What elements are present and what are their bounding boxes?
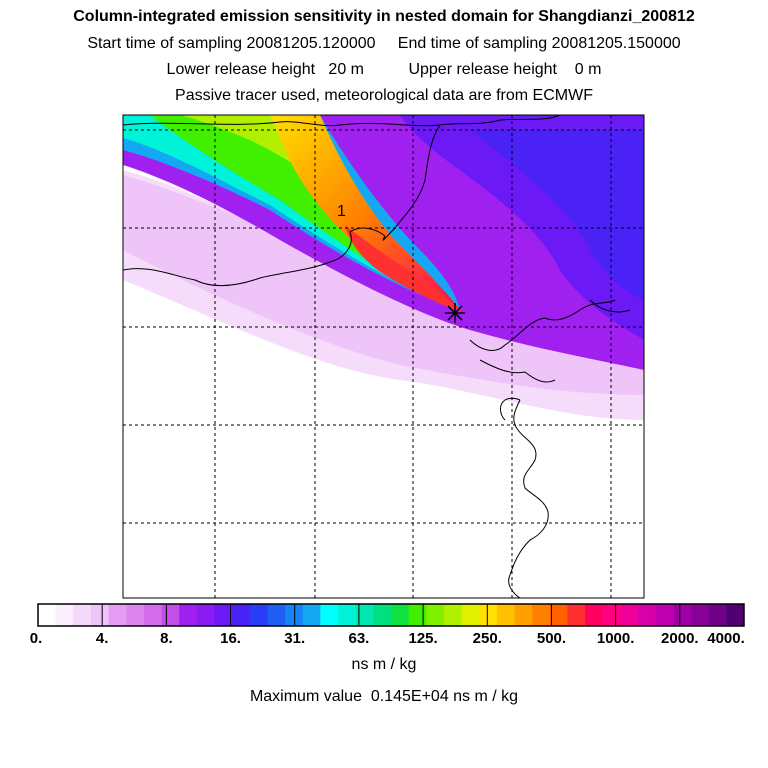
colorbar-cell	[655, 604, 674, 626]
colorbar-cell	[726, 604, 745, 626]
colorbar-tick-label: 2000.	[661, 630, 699, 647]
colorbar-cell	[73, 604, 92, 626]
colorbar-cell	[426, 604, 445, 626]
colorbar-tick-label: 0.	[29, 630, 43, 647]
colorbar-cell	[338, 604, 357, 626]
colorbar-tick-label: 16.	[220, 630, 241, 647]
plot-title: Column-integrated emission sensitivity i…	[73, 8, 695, 25]
colorbar-cell	[479, 604, 498, 626]
sampling-time-line: Start time of sampling 20081205.120000 E…	[87, 35, 681, 52]
colorbar-cell	[232, 604, 251, 626]
colorbar-cell	[443, 604, 463, 626]
colorbar-cell	[620, 604, 639, 626]
colorbar-tick-label: 4000.	[707, 630, 745, 647]
colorbar-cell	[355, 604, 374, 626]
colorbar-cell	[320, 604, 339, 626]
colorbar-cell	[496, 604, 516, 626]
colorbar-tick-label: 250.	[472, 630, 502, 647]
colorbar-cell	[108, 604, 127, 626]
colorbar-cell	[514, 604, 533, 626]
colorbar-cell	[408, 604, 427, 626]
colorbar-cell	[267, 604, 286, 626]
receptor-label: 1	[337, 203, 346, 220]
colorbar-cell	[673, 604, 692, 626]
colorbar-cell	[549, 604, 568, 626]
colorbar-cell	[691, 604, 710, 626]
colorbar-units: ns m / kg	[351, 656, 417, 673]
colorbar-cell	[179, 604, 198, 626]
release-height-line: Lower release height 20 m Upper release …	[166, 61, 602, 78]
colorbar-cell	[567, 604, 586, 626]
colorbar-tick-label: 4.	[95, 630, 109, 647]
colorbar-cell	[461, 604, 480, 626]
colorbar-cell	[602, 604, 621, 626]
colorbar-tick-label: 31.	[284, 630, 306, 647]
colorbar-cell	[638, 604, 657, 626]
colorbar-cell	[90, 604, 110, 626]
colorbar-cell	[143, 604, 163, 626]
colorbar-tick-label: 1000.	[596, 630, 635, 647]
colorbar-tick-label: 8.	[160, 630, 173, 647]
political-boundaries	[123, 115, 631, 598]
colorbar-cell	[708, 604, 727, 626]
colorbar-cell	[214, 604, 233, 626]
colorbar-cell	[126, 604, 145, 626]
maximum-value-label: Maximum value 0.145E+04 ns m / kg	[249, 688, 519, 705]
lat-lon-grid	[123, 115, 644, 598]
colorbar-tick-label: 500.	[536, 630, 567, 647]
colorbar-cell	[373, 604, 392, 626]
star-marker-icon	[445, 303, 465, 323]
colorbar-cell	[161, 604, 180, 626]
colorbar-cell	[38, 604, 57, 626]
colorbar-cell	[585, 604, 604, 626]
colorbar-tick-label: 125.	[408, 630, 438, 647]
colorbar-cell	[285, 604, 304, 626]
map-frame	[122, 114, 645, 599]
colorbar-cell	[391, 604, 410, 626]
colorbar-cell	[55, 604, 74, 626]
colorbar-cell	[196, 604, 215, 626]
tracer-info-line: Passive tracer used, meteorological data…	[175, 87, 593, 104]
colorbar-cell	[302, 604, 321, 626]
plume-core	[270, 115, 462, 312]
colorbar-tick-label: 63.	[348, 630, 370, 647]
colorbar-cell	[249, 604, 268, 626]
colorbar-cell	[532, 604, 551, 626]
